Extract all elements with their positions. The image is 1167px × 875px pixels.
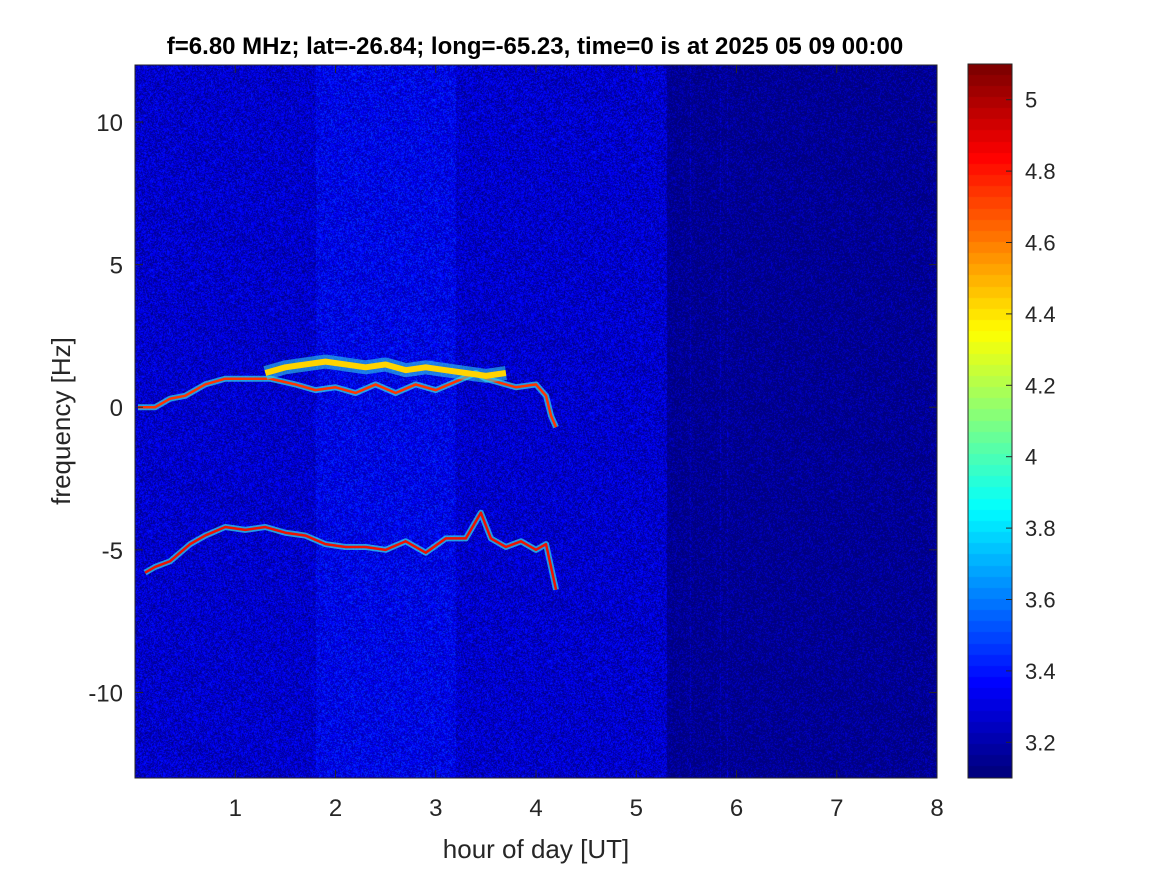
x-tick-label: 5 bbox=[630, 795, 643, 822]
y-axis-label: frequency [Hz] bbox=[46, 337, 76, 505]
x-tick-label: 7 bbox=[830, 795, 843, 822]
x-axis-label: hour of day [UT] bbox=[443, 834, 629, 864]
x-axis: 1 2 3 4 5 6 7 8 bbox=[229, 65, 944, 822]
x-tick-label: 2 bbox=[329, 795, 342, 822]
y-tick-label: 5 bbox=[110, 253, 123, 280]
colorbar-tick-label: 5 bbox=[1025, 88, 1037, 113]
spectrogram-image bbox=[135, 65, 937, 778]
x-tick-label: 1 bbox=[229, 795, 242, 822]
colorbar-frame bbox=[967, 63, 1013, 779]
doppler-traces bbox=[138, 354, 559, 591]
colorbar-tick-label: 4.8 bbox=[1025, 159, 1056, 184]
colorbar-gradient-container bbox=[968, 64, 1012, 778]
colorbar-tick-label: 3.2 bbox=[1025, 730, 1056, 755]
chart-title: f=6.80 MHz; lat=-26.84; long=-65.23, tim… bbox=[167, 33, 903, 60]
x-tick-label: 4 bbox=[529, 795, 542, 822]
colorbar: 5 4.8 4.6 4.4 4.2 4 3.8 3.6 3.4 3.2 bbox=[967, 63, 1056, 779]
y-tick-label: -10 bbox=[88, 680, 123, 707]
doppler-trace-1 bbox=[138, 371, 558, 428]
colorbar-tick-label: 3.6 bbox=[1025, 588, 1056, 613]
y-axis: 10 5 0 -5 -10 bbox=[88, 110, 937, 707]
colorbar-tick-label: 3.8 bbox=[1025, 516, 1056, 541]
doppler-trace-2 bbox=[144, 511, 558, 591]
y-tick-label: -5 bbox=[102, 538, 123, 565]
doppler-trace-3 bbox=[264, 358, 507, 379]
colorbar-tick-label: 4.6 bbox=[1025, 231, 1056, 256]
x-tick-label: 6 bbox=[730, 795, 743, 822]
spectrogram-image-container bbox=[135, 65, 937, 778]
colorbar-tick-label: 4.4 bbox=[1025, 302, 1056, 327]
x-tick-label: 8 bbox=[930, 795, 943, 822]
x-tick-label: 3 bbox=[429, 795, 442, 822]
y-tick-label: 0 bbox=[110, 395, 123, 422]
colorbar-gradient bbox=[968, 64, 1012, 778]
colorbar-tick-label: 4 bbox=[1025, 445, 1037, 470]
colorbar-tick-label: 4.2 bbox=[1025, 373, 1056, 398]
y-tick-label: 10 bbox=[96, 110, 123, 137]
colorbar-tick-label: 3.4 bbox=[1025, 659, 1056, 684]
colorbar-ticks: 5 4.8 4.6 4.4 4.2 4 3.8 3.6 3.4 3.2 bbox=[1006, 88, 1056, 755]
